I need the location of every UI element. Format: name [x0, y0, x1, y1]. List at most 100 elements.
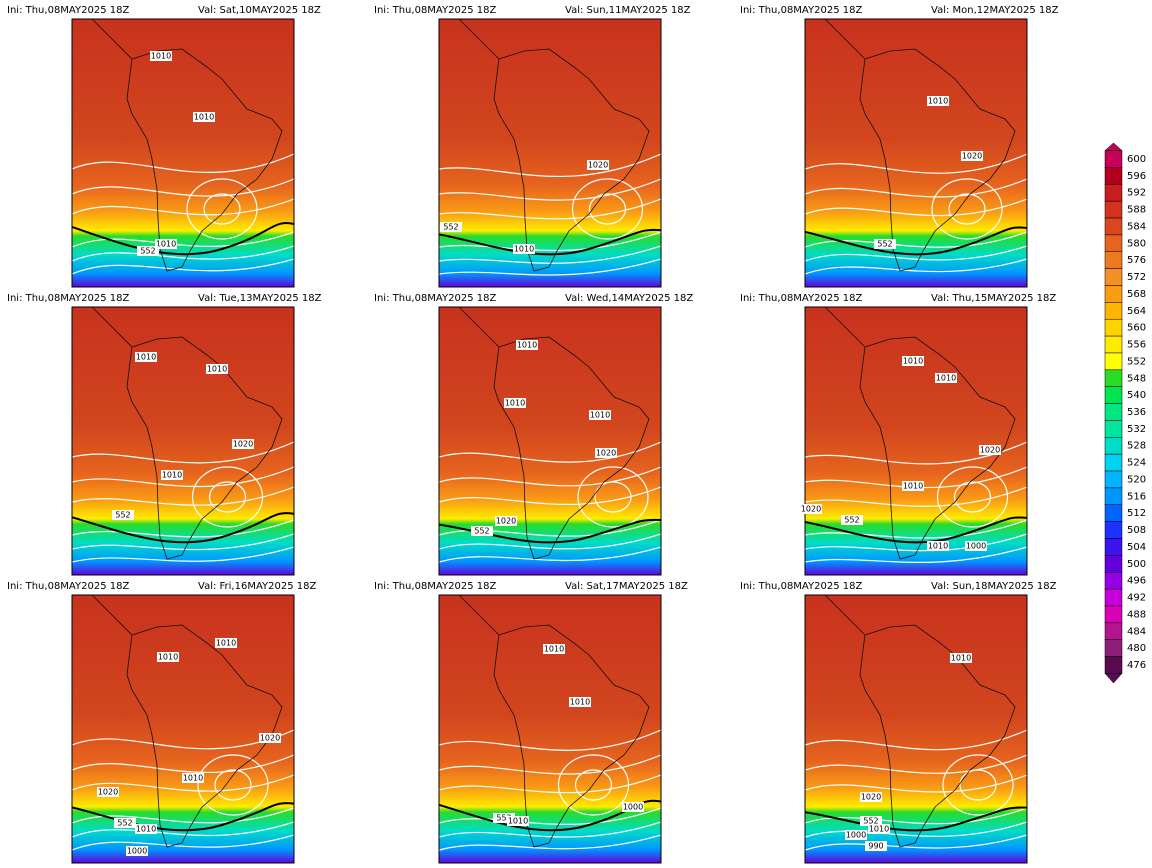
colorbar-swatch — [1104, 386, 1123, 404]
isobar — [72, 466, 294, 488]
colorbar-label: 520 — [1127, 474, 1146, 485]
isobar — [197, 754, 269, 816]
contour-label-box — [157, 652, 179, 662]
contour-label: 1010 — [869, 825, 889, 834]
isobar — [953, 481, 992, 513]
colorbar-swatch — [1104, 538, 1123, 556]
contour-label: 1010 — [162, 471, 182, 480]
contour-label-box — [161, 470, 183, 480]
isobar — [72, 774, 294, 792]
colorbar-swatch — [1104, 639, 1123, 657]
contour-label: 990 — [868, 842, 883, 851]
colorbar-label: 556 — [1127, 340, 1146, 351]
isobar — [805, 178, 1027, 198]
contour-label: 1010 — [136, 353, 156, 362]
colorbar-swatch — [1104, 217, 1123, 236]
init-time: Ini: Thu,08MAY2025 18Z — [740, 581, 862, 592]
colorbar-label: 488 — [1127, 609, 1146, 620]
colorbar-label: 564 — [1127, 306, 1146, 317]
map-field — [72, 307, 294, 575]
colorbar-label: 484 — [1127, 626, 1146, 637]
map-panel — [804, 306, 1028, 576]
isobar — [594, 481, 632, 513]
colorbar-label: 576 — [1127, 255, 1146, 266]
contour-label: 1000 — [966, 542, 986, 551]
map-panel — [71, 18, 295, 288]
contour-label: 552 — [863, 817, 878, 826]
panel-frame — [438, 306, 662, 576]
contour-label-box — [965, 541, 987, 551]
isobar — [948, 193, 986, 225]
colorbar-label: 476 — [1127, 660, 1146, 671]
contour-label-box — [902, 356, 924, 366]
contour-label: 1000 — [623, 803, 643, 812]
contour-label: 552 — [115, 511, 130, 520]
isobar — [557, 754, 630, 816]
init-time: Ini: Thu,08MAY2025 18Z — [374, 5, 496, 16]
map-field — [805, 19, 1027, 287]
contour-label-box — [950, 653, 972, 663]
isobar — [72, 533, 294, 551]
isobar — [439, 178, 661, 201]
contour-label: 1020 — [596, 449, 616, 458]
isobar — [805, 245, 1027, 262]
colorbar-swatch — [1104, 369, 1123, 387]
contour-label: 1010 — [216, 639, 236, 648]
contour-label-box — [865, 841, 887, 851]
isobar — [577, 466, 649, 528]
isobar — [72, 821, 294, 838]
contour-label-box — [927, 96, 949, 106]
contour-label-box — [155, 239, 177, 249]
isobar — [805, 231, 1027, 248]
contour-label: 552 — [496, 814, 511, 823]
contour-label: 1020 — [962, 152, 982, 161]
map-field — [805, 307, 1027, 575]
panel-frame — [438, 18, 662, 288]
isoheight-552 — [72, 222, 294, 256]
valid-time: Val: Tue,13MAY2025 18Z — [198, 293, 322, 304]
contour-label-box — [845, 830, 867, 840]
contour-label: 1010 — [928, 542, 948, 551]
coastline — [458, 307, 650, 560]
contour-label: 552 — [877, 240, 892, 249]
contour-label: 1010 — [156, 240, 176, 249]
isobar — [439, 807, 661, 825]
contour-label: 1000 — [127, 847, 147, 856]
isobar — [214, 769, 252, 801]
colorbar-label: 500 — [1127, 559, 1146, 570]
contour-label: 1010 — [903, 357, 923, 366]
colorbar-swatch — [1104, 571, 1123, 590]
init-time: Ini: Thu,08MAY2025 18Z — [374, 581, 496, 592]
height-field — [72, 595, 294, 863]
isobar — [72, 486, 294, 506]
isoheight-552 — [72, 802, 294, 832]
contour-label-box — [569, 697, 591, 707]
map-field — [439, 595, 661, 863]
isobar — [439, 821, 661, 838]
contour-label: 1010 — [951, 654, 971, 663]
isoheight-552 — [72, 512, 294, 544]
contour-label-box — [215, 638, 237, 648]
contour-label-box — [206, 364, 228, 374]
map-field — [72, 595, 294, 863]
colorbar-swatch — [1104, 234, 1123, 253]
isobar — [439, 774, 661, 794]
colorbar-swatch — [1104, 555, 1123, 573]
isoheight-552 — [439, 228, 661, 256]
colorbar-swatch — [1104, 622, 1123, 640]
isobar — [805, 519, 1027, 539]
isobar — [931, 178, 1003, 240]
colorbar-swatch — [1104, 268, 1123, 286]
colorbar-label: 512 — [1127, 508, 1146, 519]
contour-label: 1010 — [194, 113, 214, 122]
isobar — [72, 834, 294, 851]
panel-frame — [804, 18, 1028, 288]
contour-label: 1010 — [183, 774, 203, 783]
isobar — [805, 258, 1027, 275]
contour-label: 1010 — [136, 825, 156, 834]
contour-label: 1010 — [590, 411, 610, 420]
isobar — [805, 153, 1027, 174]
contour-label-box — [622, 802, 644, 812]
isobar — [72, 153, 294, 173]
contour-label: 1010 — [928, 97, 948, 106]
